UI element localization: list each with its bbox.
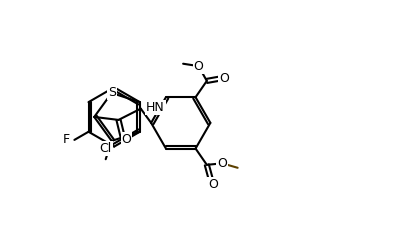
Text: O: O bbox=[217, 157, 227, 170]
Text: S: S bbox=[107, 86, 116, 99]
Text: HN: HN bbox=[146, 101, 165, 114]
Text: F: F bbox=[63, 133, 70, 146]
Text: Cl: Cl bbox=[100, 142, 112, 155]
Text: O: O bbox=[122, 133, 132, 146]
Text: O: O bbox=[193, 60, 203, 73]
Text: O: O bbox=[219, 72, 229, 85]
Text: O: O bbox=[208, 178, 218, 191]
